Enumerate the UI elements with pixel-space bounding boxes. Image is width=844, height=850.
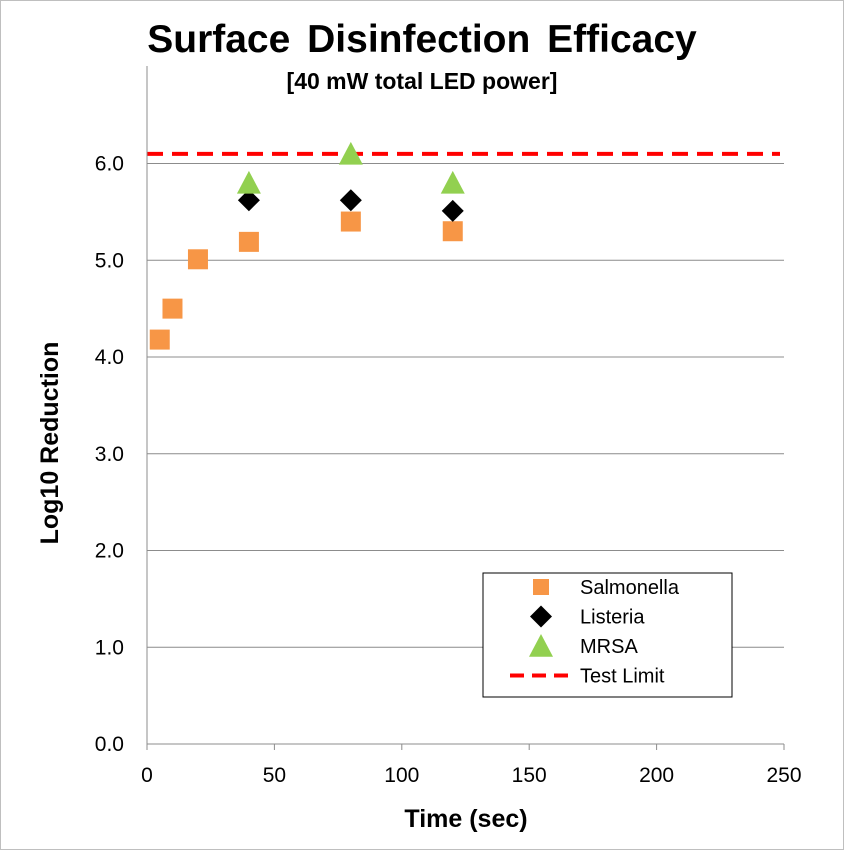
mrsa-point [338,141,363,165]
salmonella-point [187,249,208,270]
x-tick-label: 200 [639,764,674,787]
legend-box [482,572,733,698]
x-tick-label: 0 [141,764,153,787]
y-tick-label: 6.0 [95,153,124,176]
legend: Salmonella Listeria MRSA Test Limit [482,572,733,698]
chart-subtitle: [40 mW total LED power] [286,68,558,94]
salmonella-point [149,329,170,350]
y-tick-label: 2.0 [95,540,124,563]
legend-marker-listeria [530,605,552,628]
salmonella-point [340,211,361,232]
y-tick-label: 5.0 [95,249,124,272]
salmonella-point [442,221,463,242]
x-axis-title: Time (sec) [404,805,527,833]
x-tick-label: 50 [263,764,286,787]
y-tick-label: 4.0 [95,346,124,369]
x-tick-label: 100 [384,764,419,787]
y-tick-label: 3.0 [95,443,124,466]
legend-label: Salmonella [580,577,680,599]
legend-marker-salmonella [533,579,549,595]
y-tick-label: 1.0 [95,636,124,659]
salmonella-point [238,231,259,252]
grid-lines [147,163,784,648]
y-tick-label: 0.0 [95,733,124,756]
mrsa-point [236,170,261,194]
legend-label: MRSA [580,636,638,658]
chart-title: Surface Disinfection Efficacy [147,18,697,61]
axes [146,66,785,750]
legend-label: Listeria [580,607,645,629]
x-tick-label: 250 [766,764,801,787]
x-tick-label: 150 [512,764,547,787]
tick-labels: 0.0 1.0 2.0 3.0 4.0 5.0 6.0 0 50 100 150 200 250 [95,153,802,788]
legend-label: Test Limit [580,666,665,688]
data-points [149,141,465,350]
mrsa-point [440,170,465,194]
listeria-point [237,189,260,212]
legend-marker-mrsa [529,634,553,657]
salmonella-point [162,298,183,319]
y-axis-title: Log10 Reduction [36,342,64,545]
listeria-point [339,189,362,212]
listeria-point [441,199,464,222]
